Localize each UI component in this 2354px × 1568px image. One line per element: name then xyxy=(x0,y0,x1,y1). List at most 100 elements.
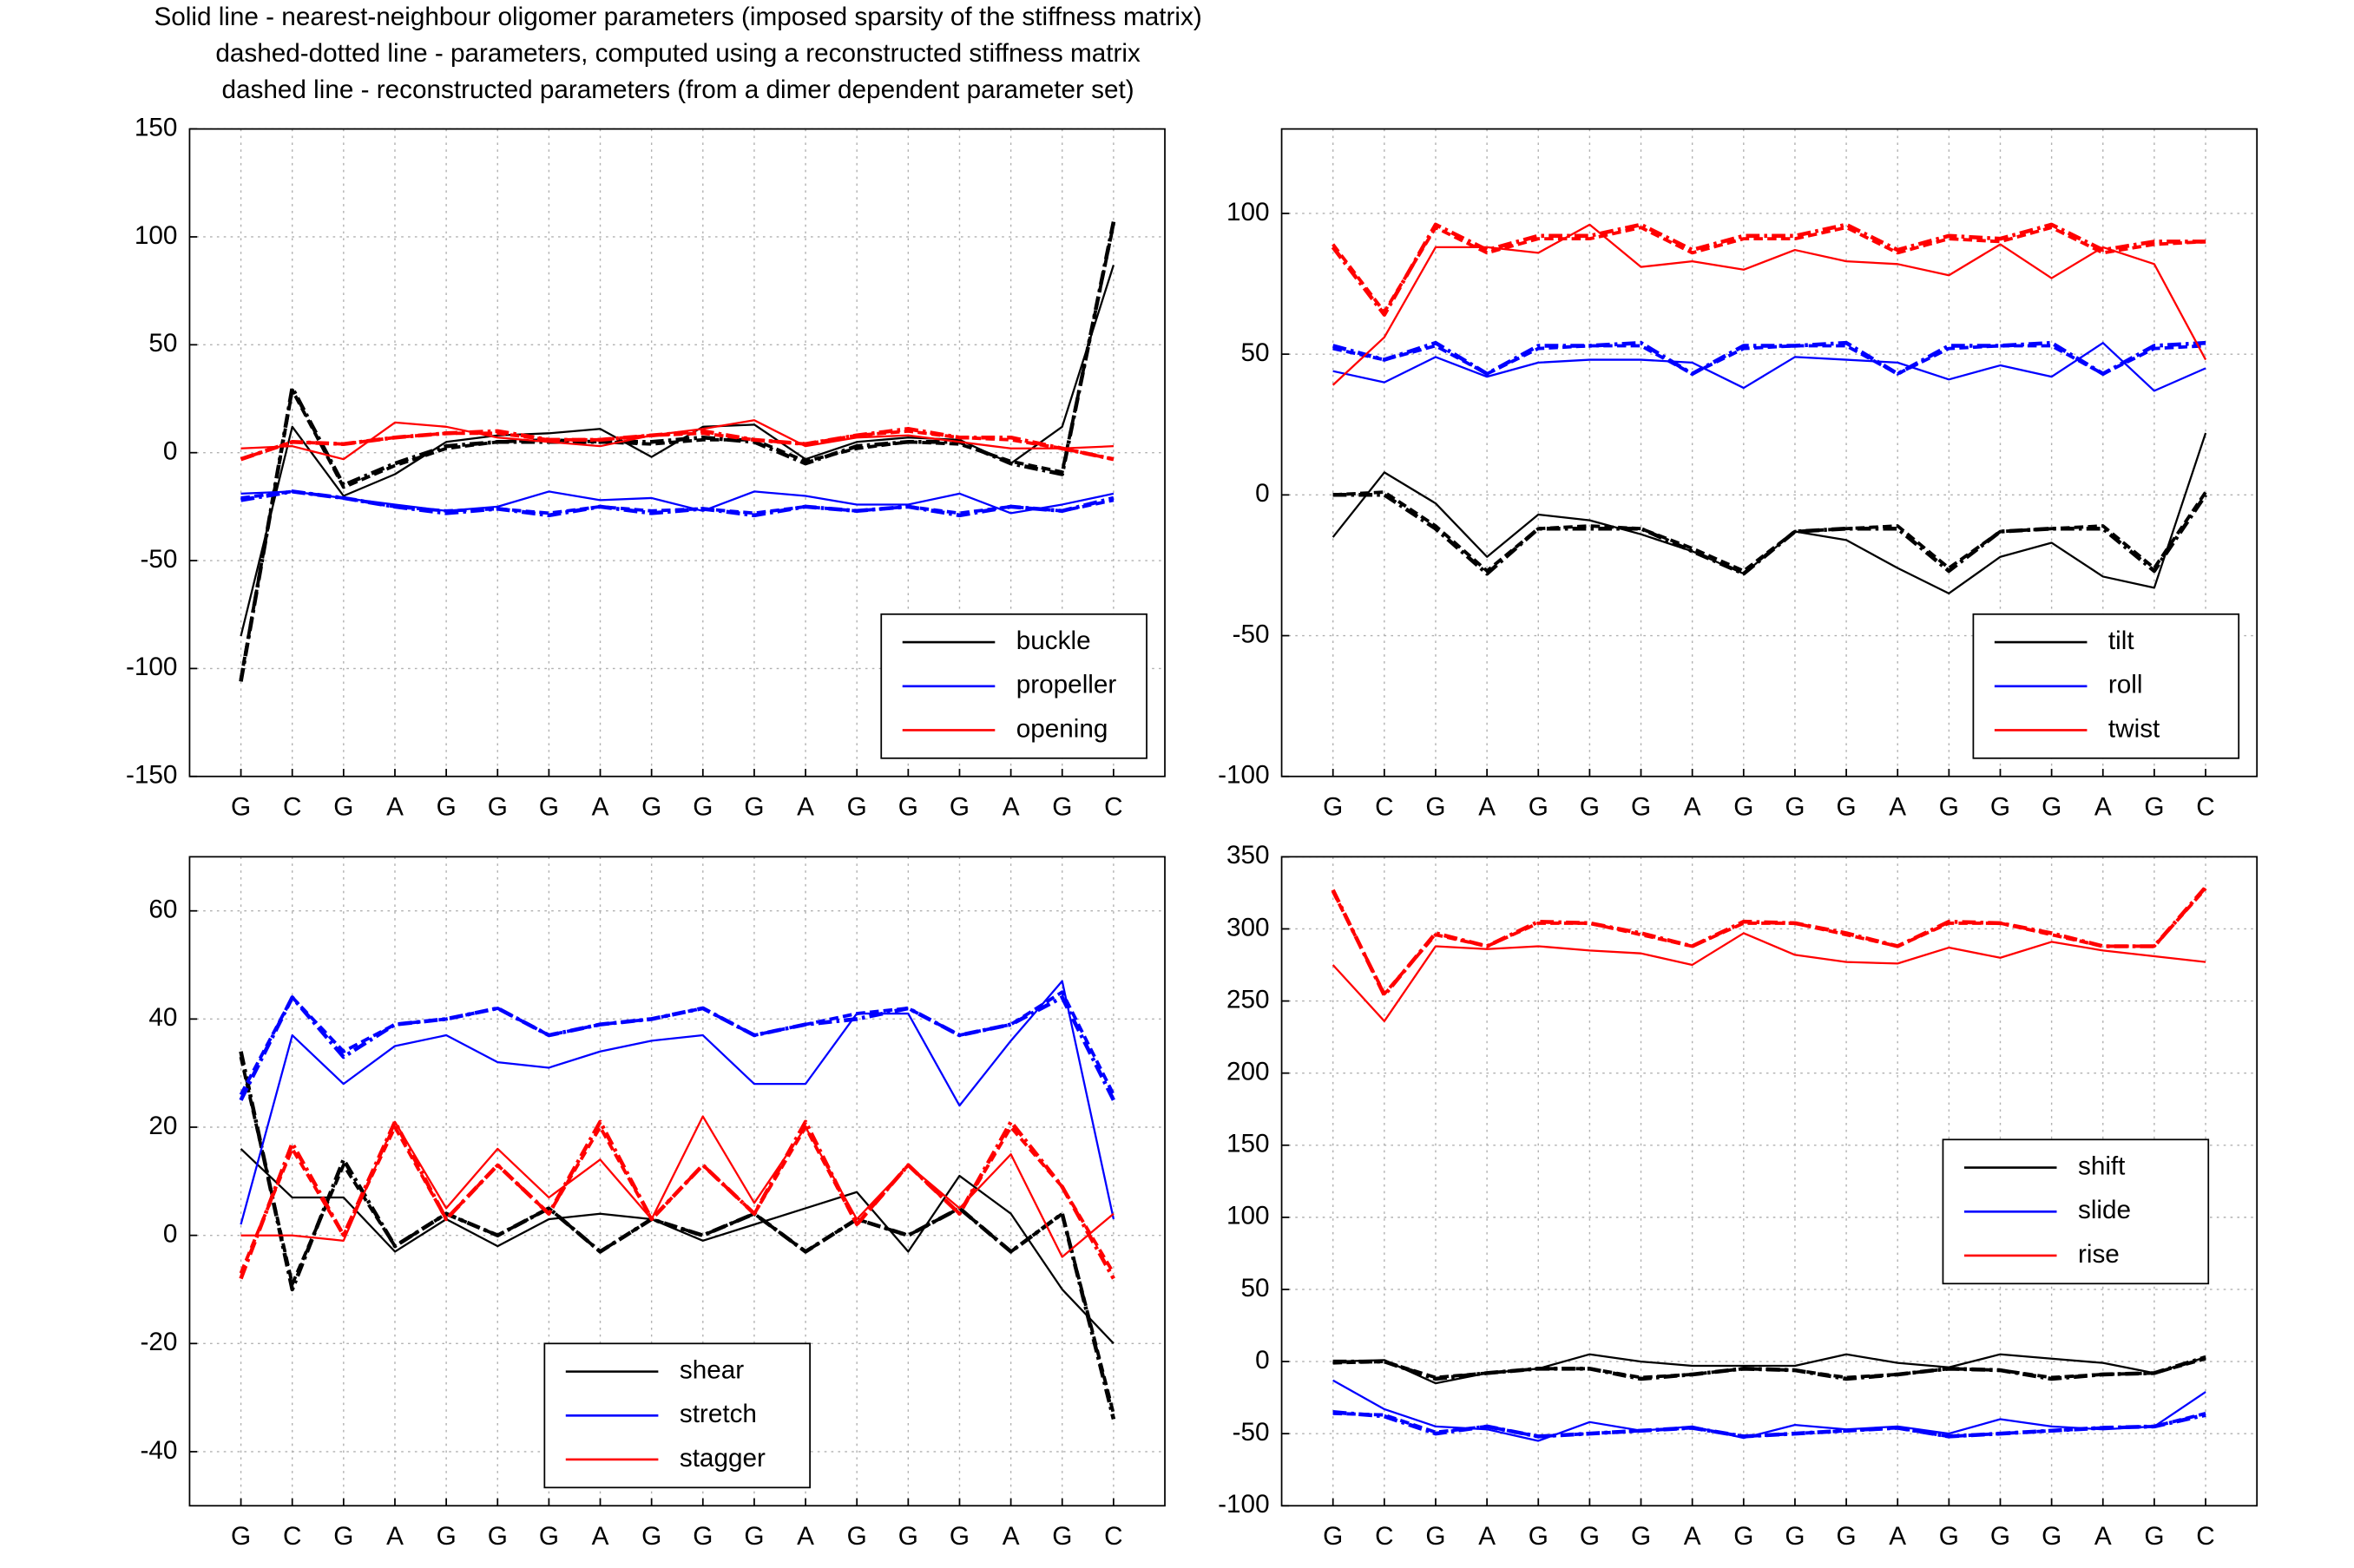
x-tick-label: A xyxy=(1003,792,1020,821)
x-tick-label: G xyxy=(1939,792,1959,821)
x-tick-label: G xyxy=(898,792,918,821)
x-tick-label: G xyxy=(539,792,559,821)
x-tick-label: A xyxy=(386,792,404,821)
x-tick-label: C xyxy=(283,1522,301,1551)
y-tick-label: 100 xyxy=(135,221,178,250)
series-line xyxy=(1332,490,2207,573)
x-tick-label: A xyxy=(592,792,609,821)
series-line xyxy=(1332,1379,2206,1442)
x-tick-label: A xyxy=(386,1522,404,1551)
x-tick-label: C xyxy=(1104,792,1122,821)
x-tick-label: G xyxy=(1323,792,1343,821)
series-line xyxy=(1332,344,2206,376)
x-tick-label: G xyxy=(231,1522,251,1551)
x-tick-label: G xyxy=(1837,1522,1857,1551)
x-tick-label: G xyxy=(1990,792,2010,821)
x-tick-label: G xyxy=(437,1522,457,1551)
series-line xyxy=(239,221,1116,682)
series-line xyxy=(240,490,1115,515)
y-tick-label: 300 xyxy=(1226,913,1270,941)
x-tick-label: G xyxy=(488,792,508,821)
y-tick-label: 250 xyxy=(1226,985,1270,1014)
legend-label: opening xyxy=(1016,714,1108,743)
series-line xyxy=(239,1119,1115,1280)
x-tick-label: C xyxy=(1104,1522,1122,1551)
x-tick-label: G xyxy=(488,1522,508,1551)
x-tick-label: G xyxy=(1425,1522,1445,1551)
x-tick-label: G xyxy=(847,792,867,821)
x-tick-label: G xyxy=(1052,1522,1072,1551)
x-tick-label: G xyxy=(2042,1522,2061,1551)
x-tick-label: G xyxy=(1631,792,1651,821)
series-line xyxy=(1332,1356,2206,1380)
legend-label: propeller xyxy=(1016,671,1117,699)
legend-label: roll xyxy=(2108,671,2143,699)
x-tick-label: G xyxy=(231,792,251,821)
x-tick-label: G xyxy=(950,792,970,821)
x-tick-label: G xyxy=(1785,1522,1805,1551)
y-tick-label: 150 xyxy=(1226,1130,1270,1158)
y-tick-label: -20 xyxy=(141,1328,178,1356)
x-tick-label: G xyxy=(1733,1522,1753,1551)
series-line xyxy=(240,489,1115,515)
x-tick-label: A xyxy=(1478,1522,1496,1551)
y-tick-label: -100 xyxy=(126,653,177,681)
x-tick-label: A xyxy=(1684,792,1701,821)
plot-frame xyxy=(1280,128,2259,777)
series-line xyxy=(1332,226,2206,314)
x-tick-label: G xyxy=(744,1522,764,1551)
x-tick-label: G xyxy=(1425,792,1445,821)
x-tick-label: G xyxy=(1580,792,1600,821)
y-tick-label: 20 xyxy=(148,1112,177,1140)
x-tick-label: G xyxy=(693,1522,713,1551)
title-line: dashed line - reconstructed parameters (… xyxy=(222,75,1134,104)
x-tick-label: G xyxy=(333,792,353,821)
x-tick-label: A xyxy=(1684,1522,1701,1551)
legend-box xyxy=(880,613,1147,759)
x-tick-label: A xyxy=(797,792,814,821)
x-tick-label: A xyxy=(1889,792,1906,821)
x-tick-label: A xyxy=(592,1522,609,1551)
x-tick-label: A xyxy=(2094,1522,2112,1551)
legend-label: stagger xyxy=(680,1444,766,1473)
y-tick-label: 0 xyxy=(163,1219,178,1248)
x-tick-label: C xyxy=(1375,792,1393,821)
x-tick-label: G xyxy=(641,1522,661,1551)
series-line xyxy=(1332,342,2206,392)
title-line: dashed-dotted line - parameters, compute… xyxy=(215,39,1141,68)
y-tick-label: 350 xyxy=(1226,841,1270,869)
y-tick-label: -100 xyxy=(1218,1490,1269,1519)
x-tick-label: A xyxy=(1478,792,1496,821)
legend-label: slide xyxy=(2078,1196,2131,1224)
x-tick-label: G xyxy=(1990,1522,2010,1551)
y-tick-label: 0 xyxy=(1255,479,1270,508)
y-tick-label: 150 xyxy=(135,113,178,141)
x-tick-label: G xyxy=(1529,1522,1549,1551)
series-line xyxy=(1331,222,2206,317)
y-tick-label: -50 xyxy=(141,545,178,574)
legend-label: shift xyxy=(2078,1151,2126,1180)
series-line xyxy=(1332,932,2206,1022)
series-line xyxy=(239,1125,1115,1275)
plot-frame xyxy=(1280,856,2259,1507)
x-tick-label: C xyxy=(1375,1522,1393,1551)
plot-frame xyxy=(188,128,1166,777)
y-tick-label: -40 xyxy=(141,1436,178,1465)
x-tick-label: G xyxy=(1529,792,1549,821)
series-line xyxy=(1332,1410,2206,1439)
y-tick-label: 50 xyxy=(148,329,177,358)
x-tick-label: G xyxy=(1785,792,1805,821)
x-tick-label: G xyxy=(1323,1522,1343,1551)
x-tick-label: C xyxy=(2196,792,2214,821)
x-tick-label: G xyxy=(437,792,457,821)
y-tick-label: 0 xyxy=(1255,1346,1270,1374)
y-tick-label: 40 xyxy=(148,1003,177,1032)
series-line xyxy=(240,980,1115,1225)
plot-frame xyxy=(188,856,1166,1507)
series-line xyxy=(240,1148,1115,1345)
legend-label: twist xyxy=(2108,714,2160,743)
x-tick-label: G xyxy=(847,1522,867,1551)
legend-label: stretch xyxy=(680,1400,757,1428)
x-tick-label: A xyxy=(1889,1522,1906,1551)
